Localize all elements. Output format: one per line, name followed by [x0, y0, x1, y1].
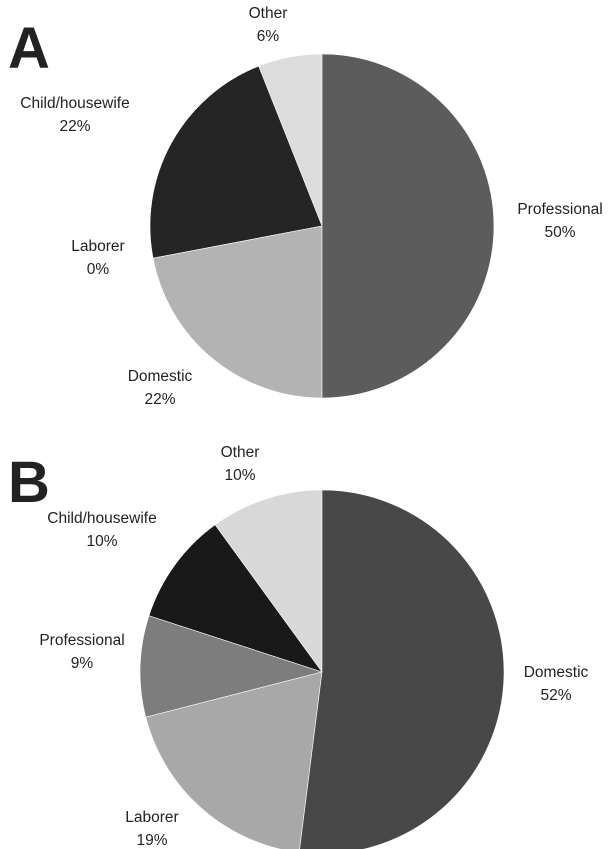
- pie-slice-domestic: [299, 489, 505, 849]
- pie-slice-professional: [321, 53, 495, 399]
- slice-category: Child/housewife: [47, 510, 156, 527]
- pie-slice-other: [214, 489, 323, 673]
- slice-label-other: Other 6%: [249, 5, 288, 45]
- pie-slice-child-housewife: [149, 65, 323, 259]
- panel-letter-a: A: [8, 16, 50, 81]
- slice-category: Laborer: [125, 809, 178, 826]
- slice-category: Domestic: [128, 368, 193, 385]
- slice-percentage: 50%: [544, 224, 575, 241]
- slice-label-child-housewife: Child/housewife 10%: [47, 510, 156, 550]
- slice-label-other: Other 10%: [221, 444, 260, 484]
- pie-chart-b: B Domestic 52% Laborer 19% Professional 9% Chi…: [8, 444, 589, 849]
- slice-percentage: 19%: [136, 832, 167, 849]
- slice-percentage: 10%: [224, 467, 255, 484]
- slice-category: Other: [249, 5, 288, 22]
- slice-percentage: 0%: [87, 261, 110, 278]
- slice-category: Child/housewife: [20, 95, 129, 112]
- slice-category: Professional: [39, 632, 124, 649]
- pie-chart-a: A Professional 50% Domestic 22% Laborer 0% Chi…: [8, 5, 603, 408]
- slice-label-child-housewife: Child/housewife 22%: [20, 95, 129, 135]
- slice-percentage: 22%: [59, 118, 90, 135]
- pie-slice-child-housewife: [148, 524, 323, 673]
- pie-slice-domestic: [152, 225, 323, 399]
- slice-category: Laborer: [71, 238, 124, 255]
- slice-percentage: 6%: [257, 28, 280, 45]
- slice-percentage: 9%: [71, 655, 94, 672]
- slice-percentage: 22%: [144, 391, 175, 408]
- slice-category: Professional: [517, 201, 602, 218]
- slice-percentage: 10%: [86, 533, 117, 550]
- slice-category: Domestic: [524, 664, 589, 681]
- slice-category: Other: [221, 444, 260, 461]
- slice-label-domestic: Domestic 22%: [128, 368, 193, 408]
- slice-label-domestic: Domestic 52%: [524, 664, 589, 704]
- pie-slice-professional: [139, 615, 324, 718]
- slice-label-laborer: Laborer 19%: [125, 809, 178, 849]
- panel-letter-b: B: [8, 450, 50, 515]
- slice-percentage: 52%: [540, 687, 571, 704]
- slice-label-professional: Professional 9%: [39, 632, 124, 672]
- slice-label-laborer: Laborer 0%: [71, 238, 124, 278]
- slice-label-professional: Professional 50%: [517, 201, 602, 241]
